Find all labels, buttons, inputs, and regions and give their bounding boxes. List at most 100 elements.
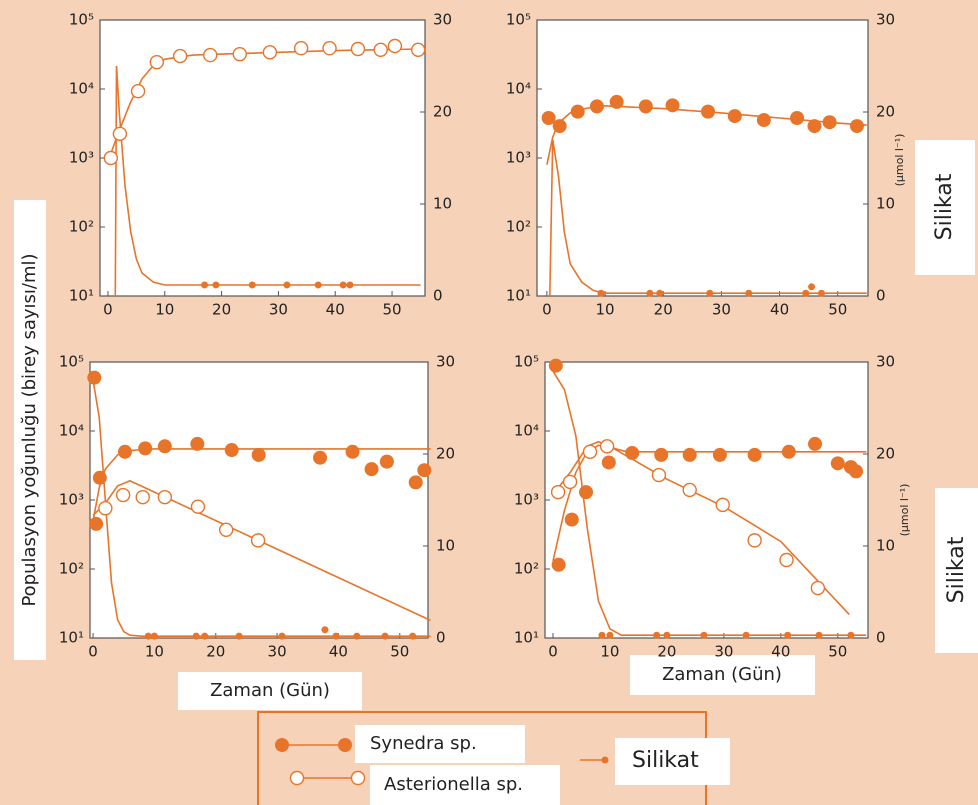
legend-marker: [338, 738, 352, 752]
legend-marker: [601, 756, 609, 764]
data-point: [599, 439, 615, 454]
y2-tick-label: 0: [436, 629, 446, 647]
data-point: [849, 119, 864, 134]
x-tick-label: 0: [103, 301, 113, 319]
data-point: [250, 533, 266, 548]
x-tick-label: 30: [268, 643, 287, 661]
data-point: [779, 552, 794, 568]
data-point: [248, 281, 256, 289]
x-tick-label: 50: [828, 643, 847, 661]
x-tick-label: 20: [657, 643, 676, 661]
y2-tick-label: 10: [433, 195, 452, 213]
data-point: [172, 48, 188, 64]
data-point: [130, 83, 146, 99]
y-tick-label: 10²: [69, 218, 94, 236]
data-point: [417, 463, 432, 478]
data-point: [747, 533, 762, 548]
data-point: [345, 444, 360, 459]
y2-axis-title: Silikat: [944, 536, 969, 603]
x-tick-label: 10: [145, 643, 164, 661]
x-tick-label: 50: [828, 301, 847, 319]
y-tick-label: 10⁴: [59, 422, 84, 440]
x-tick-label: 50: [390, 643, 409, 661]
y-tick-label: 10¹: [506, 287, 531, 305]
data-point: [410, 42, 426, 57]
data-point: [548, 358, 563, 373]
data-point: [564, 512, 579, 527]
legend-box: [615, 738, 730, 785]
xlabel-box: [178, 672, 362, 710]
data-point: [701, 104, 716, 119]
y-tick-label: 10⁵: [506, 11, 531, 29]
x-tick-label: 40: [329, 643, 348, 661]
data-point: [339, 281, 347, 289]
data-point: [381, 632, 389, 640]
x-tick-label: 20: [654, 301, 673, 319]
data-point: [570, 104, 585, 119]
x-tick-label: 10: [155, 301, 174, 319]
data-point: [715, 497, 730, 513]
data-point: [665, 98, 680, 113]
x-tick-label: 20: [206, 643, 225, 661]
y-tick-label: 10⁴: [506, 80, 531, 98]
y2-axis-unit: (μmol l⁻¹): [898, 484, 911, 537]
data-point: [781, 444, 796, 459]
data-point: [682, 482, 697, 498]
data-point: [601, 455, 616, 470]
data-point: [550, 484, 566, 500]
data-point: [157, 489, 173, 505]
y2-tick-label: 10: [876, 537, 895, 555]
y2label-box: [935, 488, 978, 653]
y2-tick-label: 0: [876, 629, 886, 647]
data-point: [192, 632, 200, 640]
data-point: [98, 501, 113, 516]
data-point: [638, 99, 653, 114]
x-tick-label: 40: [770, 301, 789, 319]
legend-label: Silikat: [632, 748, 699, 773]
y2-axis-unit: (μmol l⁻¹): [893, 134, 906, 187]
panel: 0 10 20 30 40 50 10¹ 10² 10³ 10⁴ 10⁵ 0 10 20 30 Zaman (…: [514, 353, 969, 686]
data-point: [663, 631, 671, 639]
data-point: [262, 45, 278, 60]
data-point: [115, 487, 131, 503]
y-tick-label: 10⁵: [69, 11, 94, 29]
data-point: [784, 631, 792, 639]
data-point: [373, 42, 388, 57]
data-point: [541, 110, 556, 125]
data-point: [89, 516, 104, 531]
data-point: [849, 464, 864, 479]
data-point: [190, 436, 205, 451]
data-point: [682, 447, 697, 462]
y2-tick-label: 20: [876, 103, 895, 121]
data-point: [712, 447, 727, 462]
legend-label: Asterionella sp.: [384, 774, 523, 795]
fit-line: [552, 370, 867, 636]
data-point: [350, 41, 366, 57]
data-point: [150, 632, 158, 640]
legend-box: [370, 765, 560, 805]
data-point: [408, 475, 423, 490]
legend-label: Synedra sp.: [370, 733, 477, 754]
data-point: [651, 467, 667, 483]
data-point: [322, 41, 337, 56]
y2-tick-label: 30: [876, 353, 895, 371]
data-point: [822, 115, 837, 130]
data-point: [745, 289, 753, 297]
data-point: [597, 289, 605, 297]
data-point: [609, 94, 624, 109]
data-point: [353, 632, 361, 640]
data-point: [117, 444, 132, 459]
y2-tick-label: 20: [876, 445, 895, 463]
x-tick-label: 30: [712, 301, 731, 319]
data-point: [346, 281, 354, 289]
y-tick-label: 10³: [506, 149, 531, 167]
data-point: [314, 281, 322, 289]
legend-marker: [275, 738, 289, 752]
y-tick-label: 10¹: [69, 287, 94, 305]
y-tick-label: 10⁵: [59, 353, 84, 371]
y-tick-label: 10¹: [59, 629, 84, 647]
data-point: [278, 632, 286, 640]
data-point: [87, 370, 102, 385]
data-point: [157, 439, 172, 454]
